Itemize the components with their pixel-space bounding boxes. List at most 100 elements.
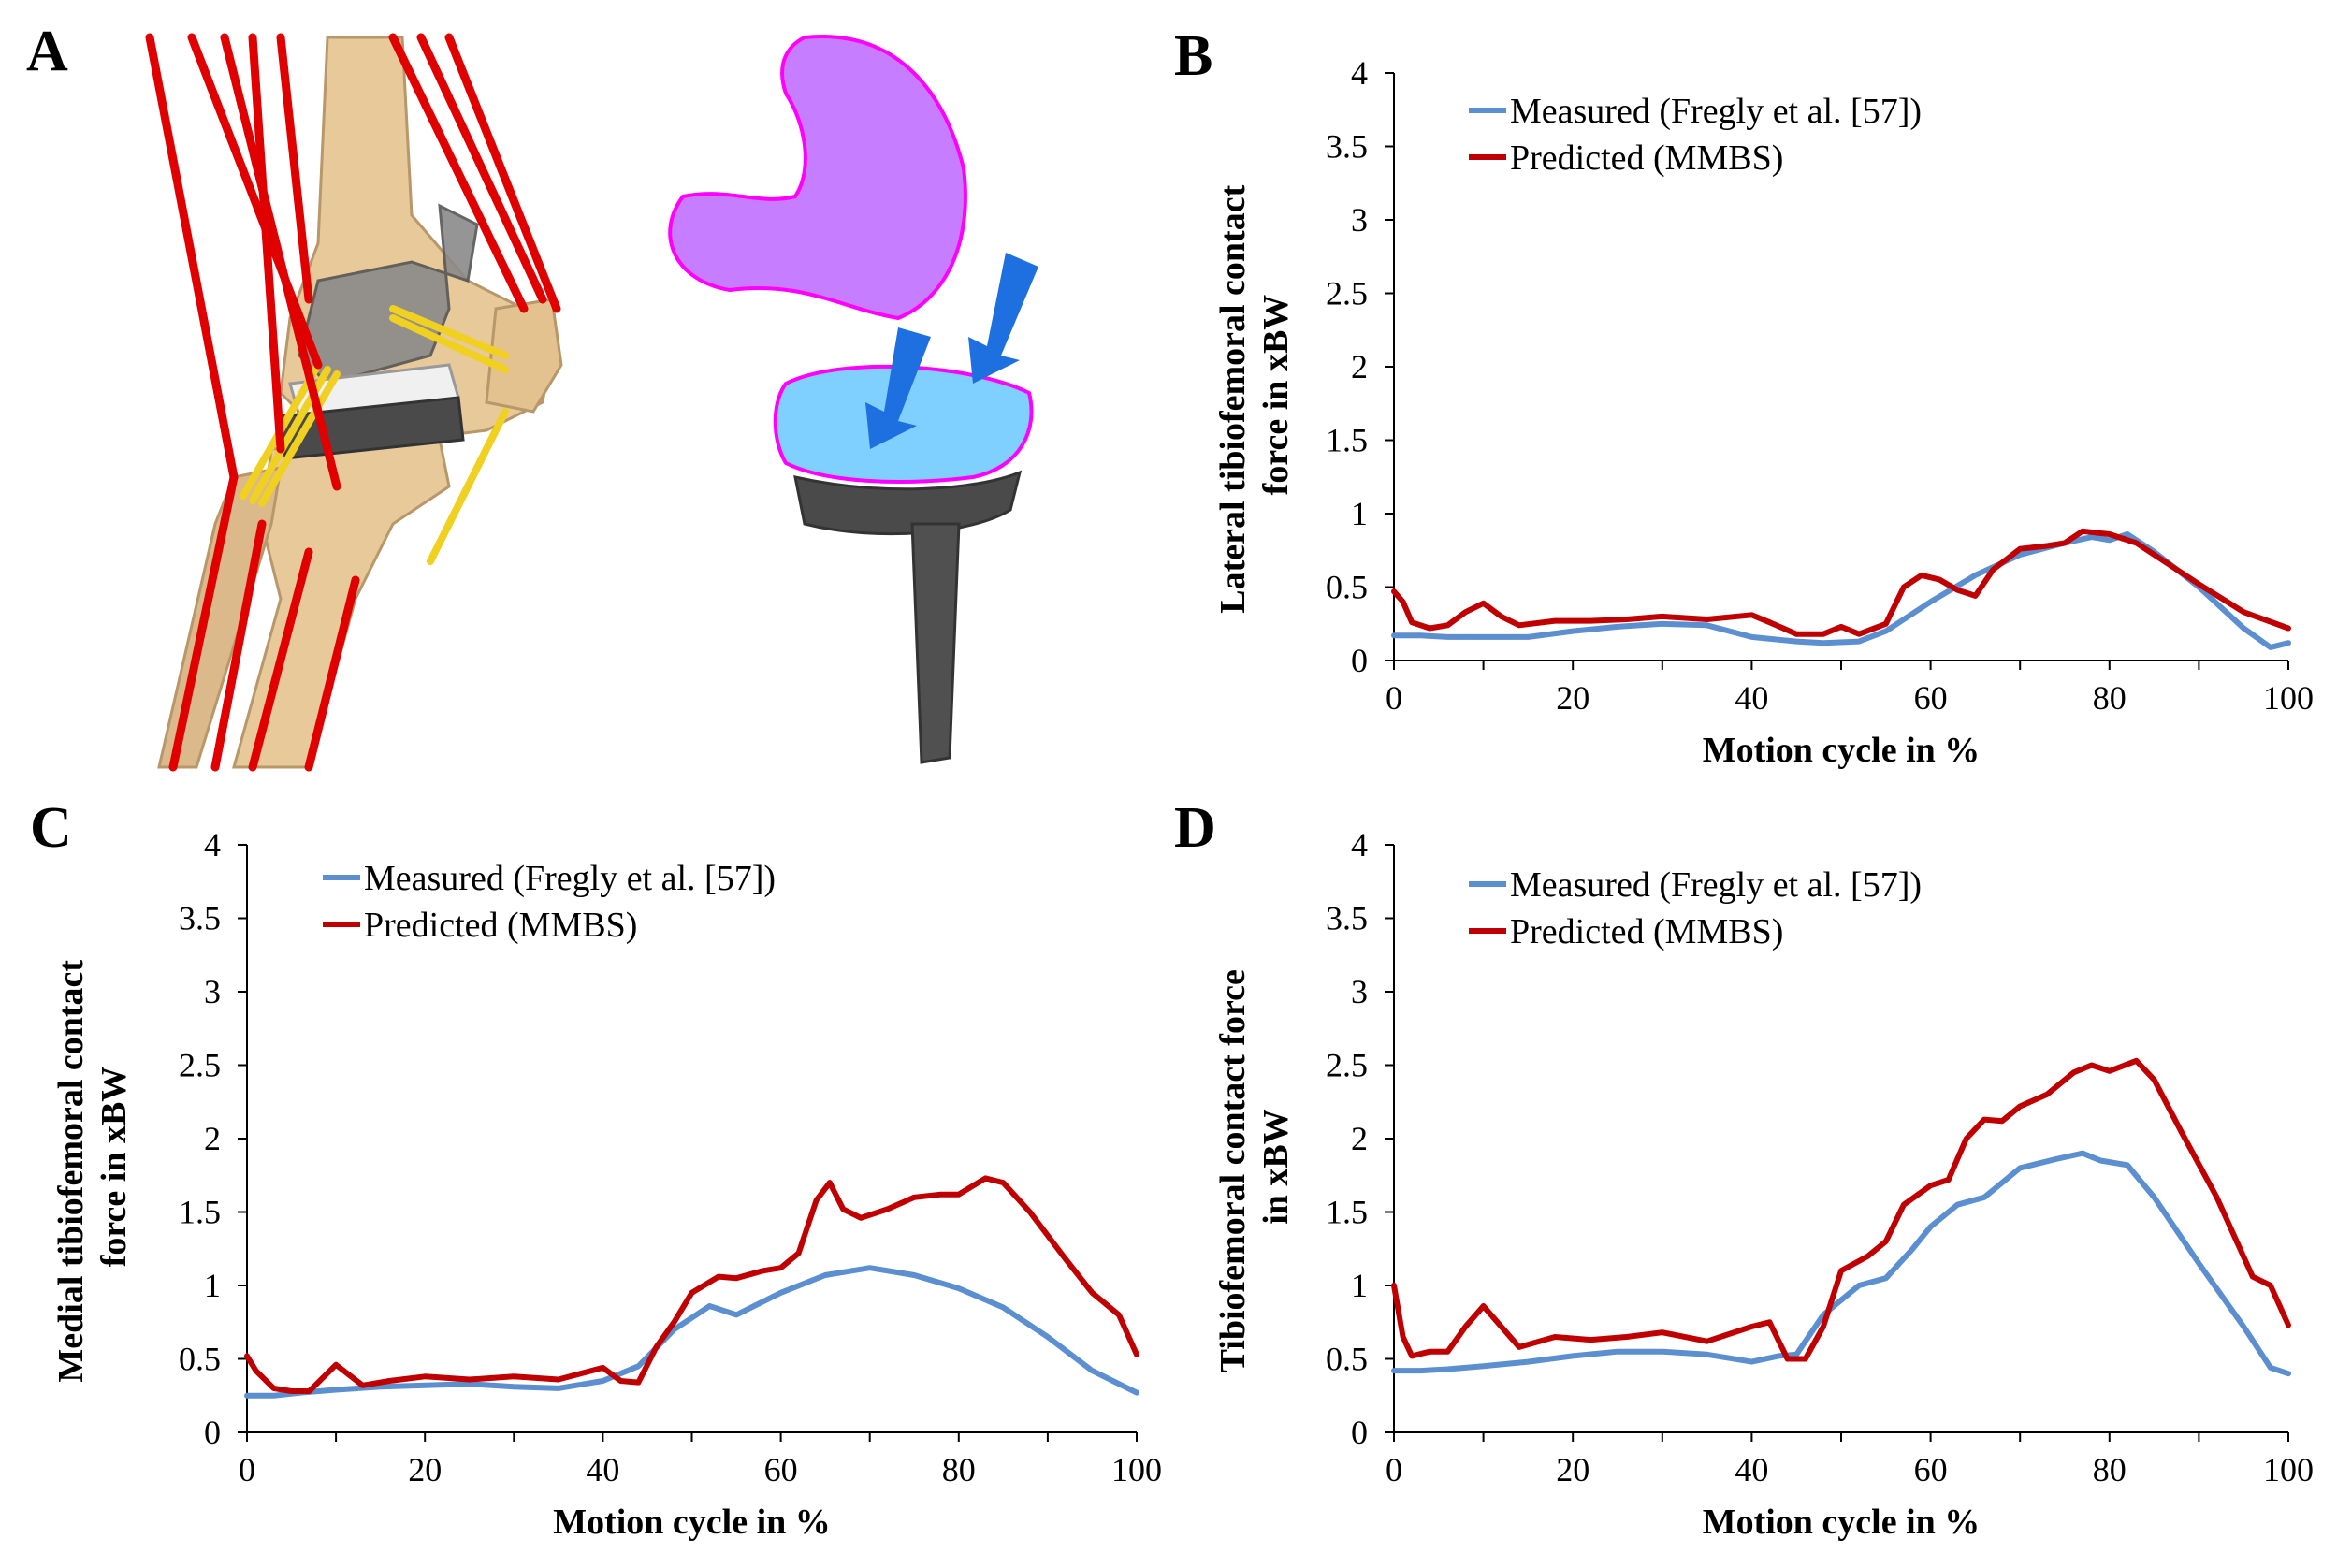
chart-panel-b: 0 0.5 1 1.5 2 2.5 3 3.5 4 0 20 40 60 80 100 Measured …	[1213, 54, 2314, 770]
y-tick-label: 2.5	[179, 1047, 221, 1084]
y-tick-label: 1	[1351, 1267, 1368, 1304]
y-tick-label: 1.5	[1326, 1194, 1368, 1231]
y-axis-title-line-2: force in xBW	[1256, 295, 1296, 496]
y-axis-title: Lateral tibiofemoral contact force in xB…	[1213, 176, 1296, 613]
y-tick-label: 0.5	[1326, 1341, 1368, 1378]
predicted-series-line	[1391, 1057, 2291, 1362]
y-tick-labels: 0 0.5 1 1.5 2 2.5 3 3.5 4	[179, 826, 221, 1451]
y-axis-title-line-1: Medial tibiofemoral contact	[51, 960, 91, 1383]
y-axis-title: Tibiofemoral contact force in xBW	[1213, 961, 1296, 1373]
x-tick-label: 20	[1556, 679, 1589, 717]
x-tick-label: 40	[586, 1451, 619, 1488]
measured-series-line	[1391, 1150, 2291, 1377]
medial-force-arrow	[865, 327, 931, 449]
axes	[1385, 72, 2289, 670]
x-axis-title: Motion cycle in %	[1703, 731, 1981, 770]
x-tick-label: 80	[942, 1451, 976, 1488]
y-tick-label: 3	[1351, 201, 1368, 239]
panel-d-label: D	[1174, 796, 1216, 860]
tibial-tray-baseplate	[793, 470, 1023, 536]
legend: Measured (Fregly et al. [57]) Predicted (…	[1469, 865, 1922, 951]
knee-musculoskeletal-model-illustration	[145, 33, 563, 772]
panel-b-label: B	[1174, 24, 1212, 88]
y-tick-label: 4	[204, 826, 221, 864]
x-tick-label: 60	[1914, 679, 1948, 717]
x-tick-label: 20	[408, 1451, 442, 1488]
legend-predicted-label: Predicted (MMBS)	[364, 906, 637, 945]
x-tick-labels: 0 20 40 60 80 100	[239, 1451, 1162, 1488]
y-tick-labels: 0 0.5 1 1.5 2 2.5 3 3.5 4	[1326, 54, 1368, 679]
legend-measured-label: Measured (Fregly et al. [57])	[1510, 92, 1922, 131]
y-tick-label: 3.5	[1326, 128, 1368, 166]
y-axis-title-line-2: in xBW	[1256, 1109, 1296, 1225]
y-tick-label: 2.5	[1326, 275, 1368, 312]
contact-force-arrows	[865, 253, 1038, 449]
y-tick-label: 2.5	[1326, 1047, 1368, 1084]
femoral-component-mesh	[668, 35, 967, 321]
measured-series-line	[244, 1265, 1139, 1399]
y-tick-label: 0	[1351, 642, 1368, 679]
x-tick-label: 80	[2093, 679, 2127, 717]
predicted-series-line	[244, 1175, 1139, 1394]
legend-measured-label: Measured (Fregly et al. [57])	[364, 859, 776, 898]
x-tick-label: 100	[2263, 679, 2314, 717]
y-tick-label: 1	[1351, 495, 1368, 532]
y-tick-label: 0.5	[1326, 569, 1368, 606]
x-tick-label: 40	[1735, 679, 1768, 717]
chart-panel-c: 0 0.5 1 1.5 2 2.5 3 3.5 4 0 20 40 60 80 100 Measured …	[51, 826, 1162, 1542]
x-tick-label: 20	[1556, 1451, 1589, 1488]
x-tick-label: 40	[1735, 1451, 1768, 1488]
panel-c-label: C	[30, 796, 72, 860]
legend: Measured (Fregly et al. [57]) Predicted (…	[323, 859, 776, 945]
legend: Measured (Fregly et al. [57]) Predicted (…	[1469, 92, 1922, 178]
x-tick-label: 0	[239, 1451, 255, 1488]
predicted-series-line	[1391, 528, 2291, 637]
implant-contact-visualization	[668, 35, 1038, 764]
y-tick-label: 3.5	[179, 900, 221, 937]
y-tick-label: 4	[1351, 826, 1368, 864]
x-tick-label: 60	[1914, 1451, 1948, 1488]
axes	[238, 844, 1138, 1442]
y-axis-title: Medial tibiofemoral contact force in xBW	[51, 951, 134, 1382]
series-lines	[1391, 1057, 2291, 1377]
legend-predicted-label: Predicted (MMBS)	[1510, 912, 1783, 951]
series-lines	[244, 1175, 1139, 1399]
x-tick-label: 80	[2093, 1451, 2127, 1488]
y-tick-label: 2	[1351, 348, 1368, 385]
x-tick-label: 0	[1386, 679, 1402, 717]
y-tick-label: 3	[1351, 973, 1368, 1010]
y-tick-label: 0.5	[179, 1341, 221, 1378]
y-tick-label: 4	[1351, 54, 1368, 92]
x-tick-label: 0	[1386, 1451, 1402, 1488]
y-tick-label: 3.5	[1326, 900, 1368, 937]
x-axis-title: Motion cycle in %	[1703, 1503, 1981, 1542]
y-tick-label: 1.5	[179, 1194, 221, 1231]
legend-predicted-label: Predicted (MMBS)	[1510, 138, 1783, 178]
y-tick-label: 0	[1351, 1414, 1368, 1451]
panel-a: A	[26, 20, 1038, 772]
panel-a-label: A	[26, 20, 68, 83]
y-tick-label: 2	[204, 1120, 221, 1157]
y-tick-label: 0	[204, 1414, 221, 1451]
y-axis-title-line-2: force in xBW	[94, 1067, 134, 1268]
y-tick-labels: 0 0.5 1 1.5 2 2.5 3 3.5 4	[1326, 826, 1368, 1451]
y-axis-title-line-1: Tibiofemoral contact force	[1213, 969, 1253, 1372]
y-tick-label: 2	[1351, 1120, 1368, 1157]
muscle-lines	[145, 33, 561, 772]
tibial-stem	[910, 522, 961, 764]
x-axis-title: Motion cycle in %	[553, 1503, 831, 1542]
x-tick-label: 100	[2263, 1451, 2314, 1488]
y-tick-label: 1.5	[1326, 422, 1368, 459]
measured-series-line	[1391, 531, 2291, 650]
x-tick-labels: 0 20 40 60 80 100	[1386, 1451, 2314, 1488]
axes	[1385, 844, 2289, 1442]
lateral-force-arrow	[968, 253, 1038, 384]
series-lines	[1391, 528, 2291, 650]
y-tick-label: 1	[204, 1267, 221, 1304]
x-tick-label: 60	[764, 1451, 798, 1488]
y-tick-label: 3	[204, 973, 221, 1010]
x-tick-label: 100	[1111, 1451, 1162, 1488]
legend-measured-label: Measured (Fregly et al. [57])	[1510, 865, 1922, 905]
chart-panel-d: 0 0.5 1 1.5 2 2.5 3 3.5 4 0 20 40 60 80 100 Measured …	[1213, 826, 2314, 1542]
